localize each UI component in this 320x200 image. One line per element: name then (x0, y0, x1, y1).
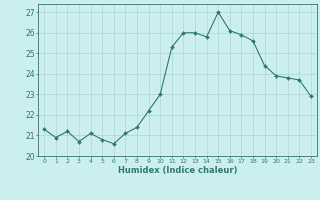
X-axis label: Humidex (Indice chaleur): Humidex (Indice chaleur) (118, 166, 237, 175)
